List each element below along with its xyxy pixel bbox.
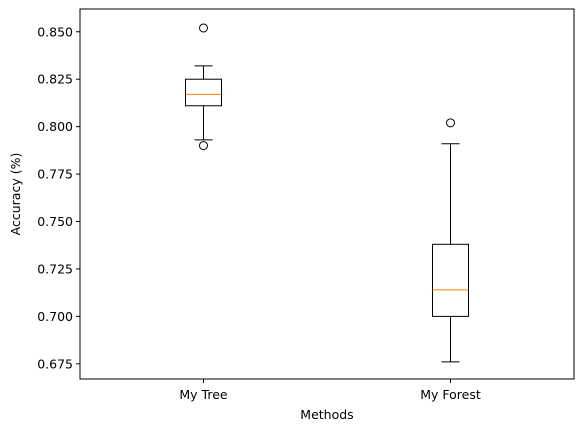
y-tick-label: 0.800 bbox=[37, 119, 73, 134]
y-tick-label: 0.750 bbox=[37, 214, 73, 229]
axes-frame bbox=[79, 8, 575, 380]
y-tick-label: 0.700 bbox=[37, 309, 73, 324]
box-group bbox=[185, 23, 222, 151]
y-tick-label: 0.675 bbox=[37, 356, 73, 371]
outlier-point bbox=[199, 141, 208, 151]
iqr-box bbox=[185, 78, 222, 107]
x-tick-label: My Forest bbox=[420, 387, 481, 402]
y-tick-label: 0.825 bbox=[37, 72, 73, 87]
x-tick-label: My Tree bbox=[179, 387, 228, 402]
outlier-point bbox=[446, 118, 455, 128]
y-axis: 0.675 0.700 0.725 0.750 0.775 0.800 0.825 0.850 bbox=[37, 24, 80, 371]
plot-area bbox=[185, 23, 469, 363]
box-group bbox=[432, 118, 469, 363]
iqr-box bbox=[432, 243, 469, 317]
outlier-point bbox=[199, 23, 208, 33]
y-tick-label: 0.850 bbox=[37, 24, 73, 39]
y-tick-label: 0.725 bbox=[37, 261, 73, 276]
y-tick-label: 0.775 bbox=[37, 167, 73, 182]
x-axis-title: Methods bbox=[300, 407, 353, 422]
x-axis: My Tree My Forest bbox=[179, 379, 481, 402]
y-axis-title: Accuracy (%) bbox=[8, 153, 23, 236]
